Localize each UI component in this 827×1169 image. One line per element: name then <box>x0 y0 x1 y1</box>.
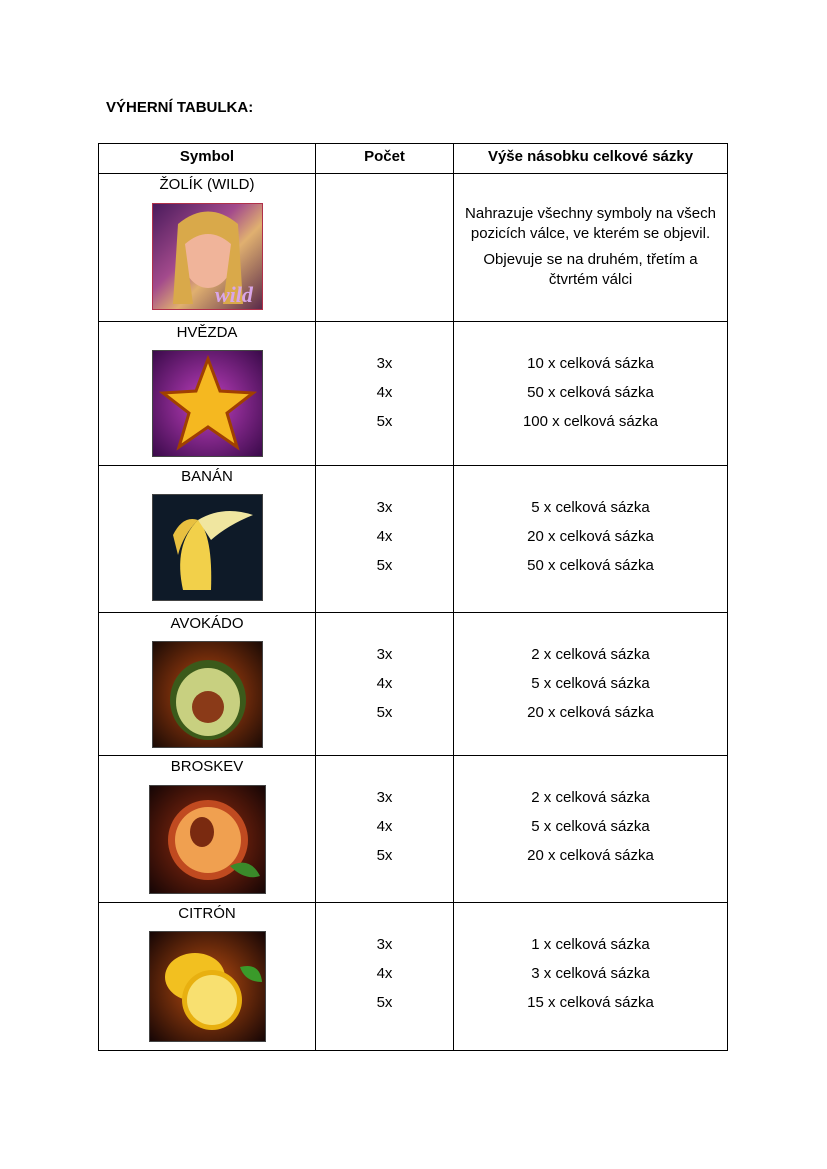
count-value: 4x <box>376 528 393 545</box>
payout-value: 5 x celková sázka <box>531 499 650 516</box>
count-value: 5x <box>376 847 393 864</box>
count-value: 5x <box>376 413 393 430</box>
count-value: 5x <box>376 704 393 721</box>
count-value: 5x <box>376 557 393 574</box>
symbol-name: BANÁN <box>181 468 233 485</box>
wild-symbol-image: wild <box>152 203 263 310</box>
count-value: 4x <box>376 818 393 835</box>
payout-value: 2 x celková sázka <box>531 646 650 663</box>
payout-value: 3 x celková sázka <box>531 965 650 982</box>
payout-value: 10 x celková sázka <box>527 355 654 372</box>
avocado-symbol-image <box>152 641 263 748</box>
count-value: 4x <box>376 384 393 401</box>
count-value: 3x <box>376 789 393 806</box>
payout-value: 50 x celková sázka <box>527 557 654 574</box>
payout-value: 1 x celková sázka <box>531 936 650 953</box>
wild-reels-note: Objevuje se na druhém, třetím a čtvrtém … <box>483 251 698 288</box>
text: wild <box>215 282 254 307</box>
count-value: 5x <box>376 994 393 1011</box>
symbol-name: BROSKEV <box>170 758 244 775</box>
banana-symbol-image <box>152 494 263 601</box>
payout-value: 20 x celková sázka <box>527 704 654 721</box>
table-row: CITRÓN 3x 4x 5x 1 x celková sázka 3 x celko… <box>99 902 727 1050</box>
symbol-name: CITRÓN <box>178 905 236 922</box>
payout-value: 15 x celková sázka <box>527 994 654 1011</box>
payout-value: 20 x celková sázka <box>527 528 654 545</box>
symbol-name: ŽOLÍK (WILD) <box>159 176 255 193</box>
count-value: 3x <box>376 936 393 953</box>
header-symbol: Symbol <box>99 144 316 173</box>
payout-value: 20 x celková sázka <box>527 847 654 864</box>
payout-value: 100 x celková sázka <box>522 413 659 430</box>
symbol-name: AVOKÁDO <box>170 615 244 632</box>
count-value: 3x <box>376 499 393 516</box>
table-row-wild: ŽOLÍK (WILD) wild Nahrazuje všechny symb… <box>99 173 727 321</box>
count-value: 4x <box>376 965 393 982</box>
lemon-symbol-image <box>149 931 266 1042</box>
payout-value: 50 x celková sázka <box>527 384 654 401</box>
table-row: BANÁN 3x 4x 5x 5 x celková sázka 20 x celko… <box>99 465 727 612</box>
symbol-name: HVĚZDA <box>176 324 238 341</box>
header-count: Počet <box>316 144 454 173</box>
peach-symbol-image <box>149 785 266 894</box>
count-value: 3x <box>376 646 393 663</box>
wild-description: Nahrazuje všechny symboly na všech pozic… <box>465 205 716 242</box>
payout-value: 5 x celková sázka <box>531 675 650 692</box>
payout-value: 2 x celková sázka <box>531 789 650 806</box>
paytable: Symbol Počet Výše násobku celkové sázky … <box>98 143 728 1051</box>
page-title: VÝHERNÍ TABULKA: <box>106 99 254 116</box>
table-row: AVOKÁDO 3x 4x 5x 2 x celková sázka 5 x celk… <box>99 612 727 755</box>
count-value: 3x <box>376 355 393 372</box>
table-header: Symbol Počet Výše násobku celkové sázky <box>99 144 727 173</box>
payout-value: 5 x celková sázka <box>531 818 650 835</box>
table-row: HVĚZDA 3x 4x 5x 10 x celková sázka 50 x cel… <box>99 321 727 465</box>
count-value: 4x <box>376 675 393 692</box>
table-row: BROSKEV 3x 4x 5x 2 x celková sázka 5 x celk… <box>99 755 727 902</box>
star-symbol-image <box>152 350 263 457</box>
header-payout: Výše násobku celkové sázky <box>487 148 694 165</box>
